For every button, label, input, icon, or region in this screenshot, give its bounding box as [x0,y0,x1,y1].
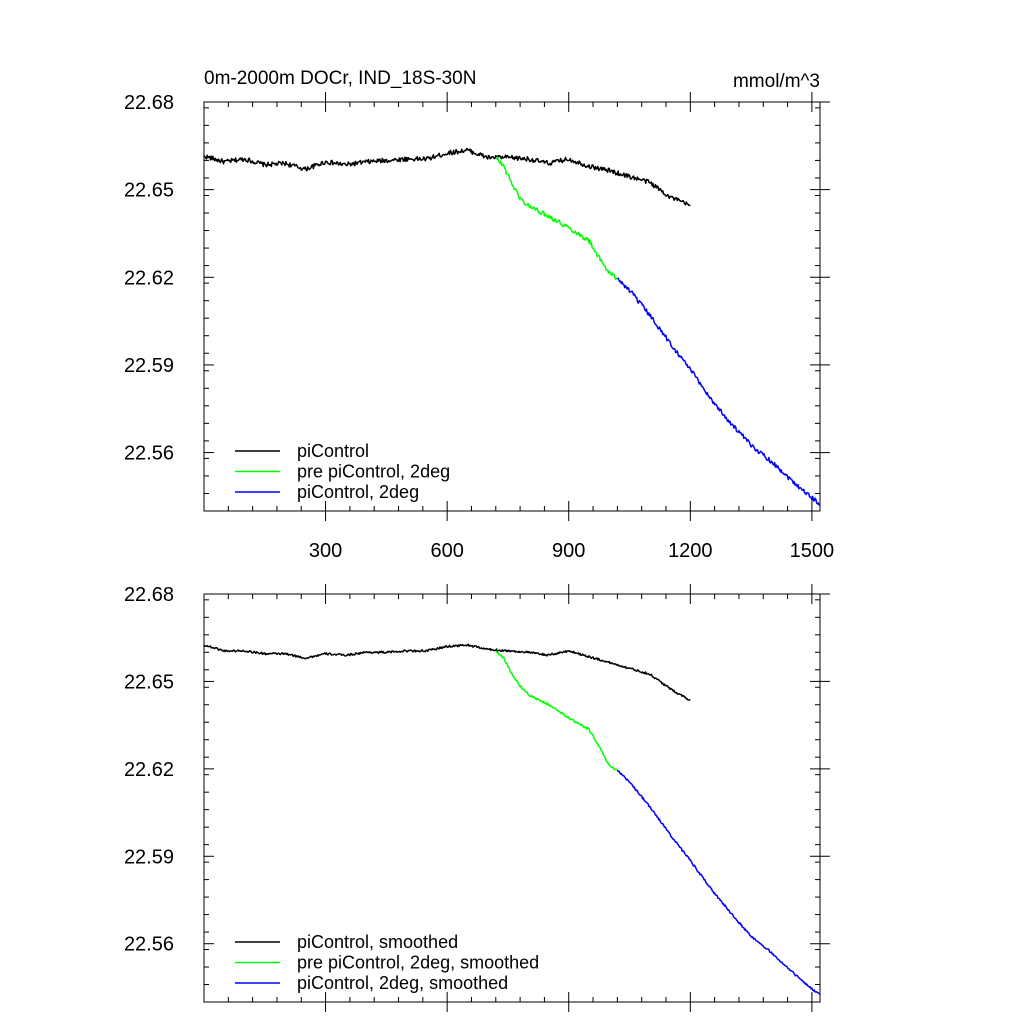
legend-label: piControl, smoothed [297,932,458,952]
bottom-panel: 22.56 22.59 22.62 22.65 22.68 piControl, smoo… [124,584,830,1012]
y-tick-label: 22.65 [124,180,174,202]
series-line-3 [616,769,821,996]
series-line-3 [617,277,821,506]
y-tick-label: 22.59 [124,846,174,868]
legend-label: piControl, 2deg, smoothed [297,973,508,993]
series-line-2 [495,156,618,281]
legend-label: pre piControl, 2deg [297,462,450,482]
y-tick-label: 22.68 [124,92,174,114]
y-tick-label: 22.65 [124,671,174,693]
x-tick-label: 300 [309,540,342,562]
y-tick-label: 22.62 [124,267,174,289]
legend-label: piControl, 2deg [297,482,419,502]
x-tick-label: 1500 [790,540,835,562]
legend-label: pre piControl, 2deg, smoothed [297,953,539,973]
x-tick-label: 900 [552,540,585,562]
y-tick-label: 22.68 [124,584,174,606]
series-line-1 [203,147,691,207]
x-tick-label: 1200 [668,540,713,562]
plot-frame [203,593,821,1003]
top-panel: 300 600 900 1200 1500 22.56 22.59 22.62 22.65 22.… [124,92,834,562]
series-line-2 [495,650,618,771]
legend-label: piControl [297,441,369,461]
y-tick-label: 22.56 [124,934,174,956]
y-tick-label: 22.56 [124,443,174,465]
plot-frame [203,101,821,512]
chart-title: 0m-2000m DOCr, IND_18S-30N [204,68,476,89]
y-tick-label: 22.59 [124,355,174,377]
x-tick-label: 600 [430,540,463,562]
units-label: mmol/m^3 [733,71,820,92]
y-tick-label: 22.62 [124,759,174,781]
series-line-1 [203,643,691,702]
